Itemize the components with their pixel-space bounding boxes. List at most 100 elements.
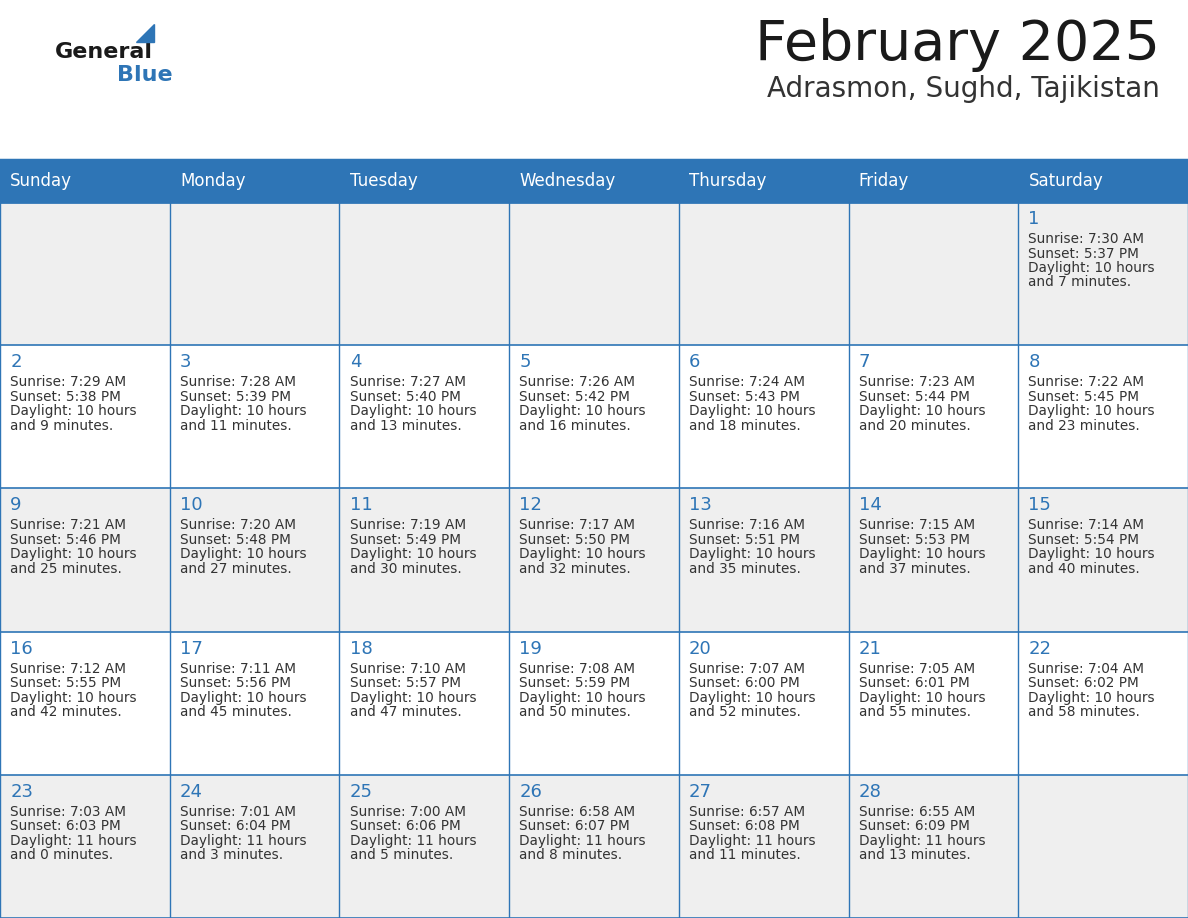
Bar	[510, 488, 678, 632]
Text: Daylight: 10 hours: Daylight: 10 hours	[519, 690, 646, 705]
Text: Monday: Monday	[179, 172, 246, 190]
Text: 19: 19	[519, 640, 542, 657]
Text: and 52 minutes.: and 52 minutes.	[689, 705, 801, 719]
Text: Sunrise: 7:08 AM: Sunrise: 7:08 AM	[519, 662, 636, 676]
Text: Sunset: 6:03 PM: Sunset: 6:03 PM	[11, 819, 121, 834]
Bar	[510, 775, 678, 918]
Text: 9: 9	[11, 497, 21, 514]
Text: Sunrise: 7:24 AM: Sunrise: 7:24 AM	[689, 375, 805, 389]
Bar	[848, 632, 1018, 775]
Text: Sunrise: 7:11 AM: Sunrise: 7:11 AM	[179, 662, 296, 676]
Bar	[1018, 775, 1188, 918]
Text: Daylight: 10 hours: Daylight: 10 hours	[349, 690, 476, 705]
Text: Sunset: 5:57 PM: Sunset: 5:57 PM	[349, 676, 461, 690]
Text: Sunset: 5:44 PM: Sunset: 5:44 PM	[859, 390, 969, 404]
Text: Sunrise: 7:05 AM: Sunrise: 7:05 AM	[859, 662, 975, 676]
Text: 1: 1	[1029, 210, 1040, 228]
Text: 17: 17	[179, 640, 203, 657]
Text: Sunrise: 7:10 AM: Sunrise: 7:10 AM	[349, 662, 466, 676]
Bar	[170, 632, 340, 775]
Text: 7: 7	[859, 353, 871, 371]
Text: Sunset: 5:37 PM: Sunset: 5:37 PM	[1029, 247, 1139, 261]
Text: Daylight: 11 hours: Daylight: 11 hours	[179, 834, 307, 848]
Bar	[0, 775, 170, 918]
Text: and 18 minutes.: and 18 minutes.	[689, 419, 801, 432]
Text: and 30 minutes.: and 30 minutes.	[349, 562, 461, 576]
Text: 23: 23	[11, 783, 33, 800]
Text: Daylight: 10 hours: Daylight: 10 hours	[859, 404, 985, 419]
Text: Sunrise: 7:23 AM: Sunrise: 7:23 AM	[859, 375, 975, 389]
Text: and 9 minutes.: and 9 minutes.	[11, 419, 113, 432]
Text: Sunrise: 6:58 AM: Sunrise: 6:58 AM	[519, 805, 636, 819]
Text: 27: 27	[689, 783, 712, 800]
Text: Daylight: 10 hours: Daylight: 10 hours	[689, 547, 816, 562]
Text: Sunrise: 7:17 AM: Sunrise: 7:17 AM	[519, 519, 636, 532]
Text: Sunrise: 7:21 AM: Sunrise: 7:21 AM	[11, 519, 126, 532]
Text: Sunset: 5:53 PM: Sunset: 5:53 PM	[859, 533, 969, 547]
Text: 6: 6	[689, 353, 701, 371]
Text: and 32 minutes.: and 32 minutes.	[519, 562, 631, 576]
Text: Daylight: 11 hours: Daylight: 11 hours	[349, 834, 476, 848]
Text: and 50 minutes.: and 50 minutes.	[519, 705, 631, 719]
Text: and 16 minutes.: and 16 minutes.	[519, 419, 631, 432]
Text: and 35 minutes.: and 35 minutes.	[689, 562, 801, 576]
Text: 21: 21	[859, 640, 881, 657]
Bar	[340, 775, 510, 918]
Text: Wednesday: Wednesday	[519, 172, 615, 190]
Bar	[170, 488, 340, 632]
Bar	[170, 775, 340, 918]
Text: Sunset: 6:00 PM: Sunset: 6:00 PM	[689, 676, 800, 690]
Text: Daylight: 10 hours: Daylight: 10 hours	[11, 547, 137, 562]
Text: Saturday: Saturday	[1029, 172, 1104, 190]
Text: Daylight: 10 hours: Daylight: 10 hours	[519, 404, 646, 419]
Text: and 5 minutes.: and 5 minutes.	[349, 848, 453, 862]
Bar	[1018, 345, 1188, 488]
Text: and 8 minutes.: and 8 minutes.	[519, 848, 623, 862]
Bar	[340, 345, 510, 488]
Bar	[678, 202, 848, 345]
Bar	[678, 632, 848, 775]
Text: Sunset: 5:55 PM: Sunset: 5:55 PM	[11, 676, 121, 690]
Text: Sunrise: 7:19 AM: Sunrise: 7:19 AM	[349, 519, 466, 532]
Bar	[170, 202, 340, 345]
Bar	[510, 632, 678, 775]
Text: Daylight: 11 hours: Daylight: 11 hours	[859, 834, 985, 848]
Text: and 23 minutes.: and 23 minutes.	[1029, 419, 1140, 432]
Text: and 13 minutes.: and 13 minutes.	[349, 419, 461, 432]
Text: 18: 18	[349, 640, 372, 657]
Bar	[510, 202, 678, 345]
Text: Daylight: 10 hours: Daylight: 10 hours	[1029, 404, 1155, 419]
Text: General: General	[55, 42, 153, 62]
Text: and 20 minutes.: and 20 minutes.	[859, 419, 971, 432]
Text: and 45 minutes.: and 45 minutes.	[179, 705, 292, 719]
Text: Daylight: 10 hours: Daylight: 10 hours	[179, 547, 307, 562]
Text: Sunset: 5:45 PM: Sunset: 5:45 PM	[1029, 390, 1139, 404]
Text: Daylight: 11 hours: Daylight: 11 hours	[689, 834, 816, 848]
Bar	[0, 488, 170, 632]
Text: Blue: Blue	[116, 65, 172, 85]
Bar	[848, 202, 1018, 345]
Text: Daylight: 10 hours: Daylight: 10 hours	[179, 690, 307, 705]
Text: Sunset: 5:49 PM: Sunset: 5:49 PM	[349, 533, 461, 547]
Text: Sunset: 5:54 PM: Sunset: 5:54 PM	[1029, 533, 1139, 547]
Text: Sunrise: 7:15 AM: Sunrise: 7:15 AM	[859, 519, 975, 532]
Text: and 11 minutes.: and 11 minutes.	[179, 419, 291, 432]
Bar	[340, 488, 510, 632]
Text: Daylight: 10 hours: Daylight: 10 hours	[689, 404, 816, 419]
Bar	[848, 488, 1018, 632]
Text: Sunrise: 7:01 AM: Sunrise: 7:01 AM	[179, 805, 296, 819]
Text: and 13 minutes.: and 13 minutes.	[859, 848, 971, 862]
Bar	[0, 345, 170, 488]
Bar	[0, 632, 170, 775]
Text: Sunset: 5:43 PM: Sunset: 5:43 PM	[689, 390, 800, 404]
Text: Adrasmon, Sughd, Tajikistan: Adrasmon, Sughd, Tajikistan	[767, 75, 1159, 103]
Text: Sunset: 6:06 PM: Sunset: 6:06 PM	[349, 819, 461, 834]
Bar	[1018, 632, 1188, 775]
Bar	[0, 160, 1188, 202]
Text: Daylight: 10 hours: Daylight: 10 hours	[859, 547, 985, 562]
Text: 22: 22	[1029, 640, 1051, 657]
Text: Daylight: 10 hours: Daylight: 10 hours	[1029, 690, 1155, 705]
Text: 8: 8	[1029, 353, 1040, 371]
Text: 10: 10	[179, 497, 202, 514]
Text: Tuesday: Tuesday	[349, 172, 417, 190]
